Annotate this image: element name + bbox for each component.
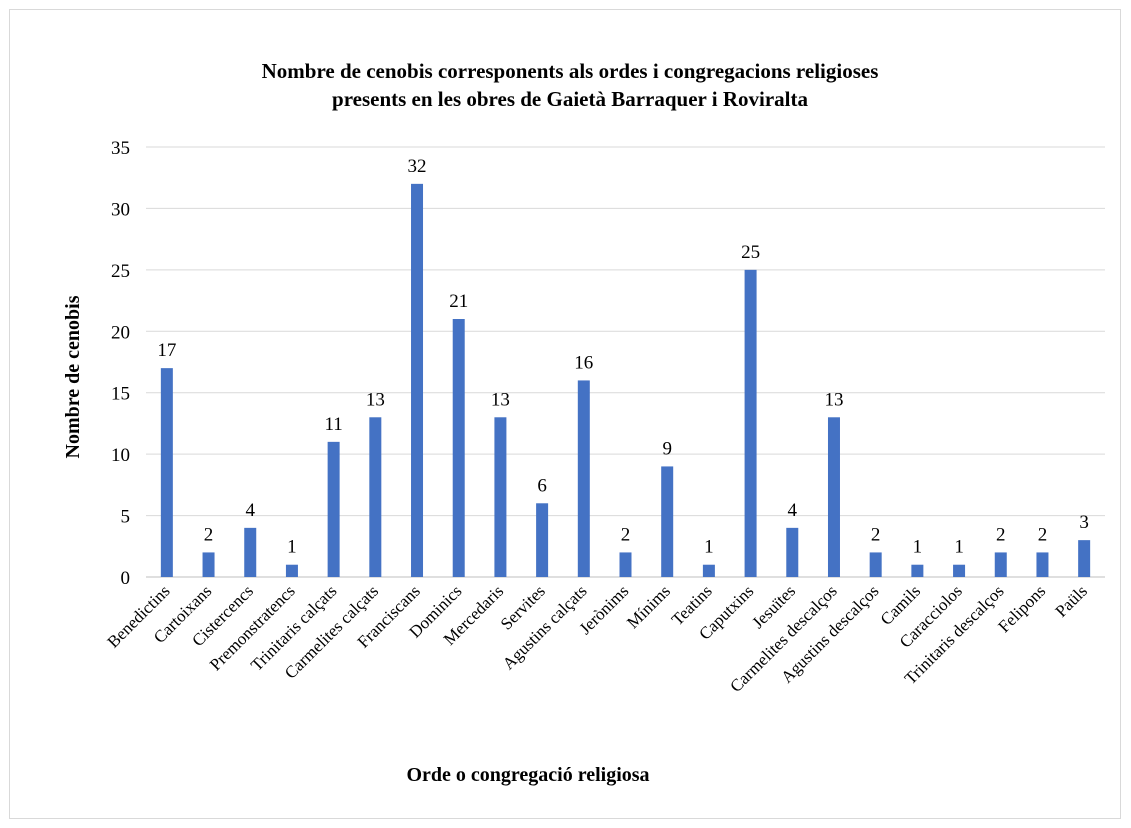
y-tick-label: 35 — [111, 138, 130, 159]
data-label: 13 — [366, 389, 385, 410]
data-label: 21 — [449, 291, 468, 312]
data-label: 2 — [871, 524, 881, 545]
y-tick-label: 20 — [111, 322, 130, 343]
chart-frame: Nombre de cenobis corresponents als orde… — [9, 9, 1121, 819]
data-label: 2 — [996, 524, 1006, 545]
bar-chart: Nombre de cenobis corresponents als orde… — [62, 59, 1105, 786]
y-tick-label: 5 — [121, 507, 131, 528]
data-label: 2 — [204, 524, 214, 545]
bar — [452, 319, 465, 577]
data-label: 9 — [662, 438, 672, 459]
y-axis-title: Nombre de cenobis — [62, 295, 84, 458]
x-tick-label: Mínims — [623, 581, 674, 632]
data-label: 1 — [704, 537, 714, 558]
data-label: 4 — [245, 500, 255, 521]
data-label: 25 — [741, 242, 760, 263]
data-label: 16 — [574, 352, 593, 373]
bar — [285, 564, 298, 577]
data-label: 1 — [287, 537, 297, 558]
bar — [827, 417, 840, 577]
bar — [744, 269, 757, 577]
data-label: 4 — [788, 500, 798, 521]
x-tick-label: Felipons — [994, 581, 1049, 636]
chart-title: Nombre de cenobis corresponents als orde… — [262, 59, 879, 111]
y-axis-ticks: 0 5 10 15 20 25 30 35 — [111, 138, 130, 589]
bar — [1036, 552, 1049, 577]
bar — [577, 380, 590, 577]
bar — [536, 503, 549, 577]
bar — [369, 417, 382, 577]
bar — [869, 552, 882, 577]
chart-title-line-2: presents en les obres de Gaietà Barraque… — [332, 87, 808, 111]
data-label: 3 — [1079, 512, 1089, 533]
data-label: 1 — [954, 537, 964, 558]
x-axis-title: Orde o congregació religiosa — [406, 764, 649, 786]
data-label: 13 — [824, 389, 843, 410]
y-tick-label: 25 — [111, 261, 130, 282]
gridlines — [146, 146, 1105, 578]
bar — [1078, 540, 1091, 577]
data-label: 32 — [408, 156, 427, 177]
bar — [494, 417, 507, 577]
bar — [702, 564, 715, 577]
x-axis-categories: BenedictinsCartoixansCistercencsPremonst… — [103, 581, 1090, 696]
data-label: 17 — [157, 340, 176, 361]
data-label: 11 — [324, 414, 342, 435]
bar — [160, 368, 173, 577]
bar — [202, 552, 215, 577]
data-label: 1 — [913, 537, 923, 558]
x-tick-label: Paüls — [1051, 581, 1090, 620]
chart-title-line-1: Nombre de cenobis corresponents als orde… — [262, 59, 879, 83]
bar — [661, 466, 674, 577]
data-label: 6 — [537, 475, 547, 496]
bar — [786, 527, 799, 577]
y-tick-label: 10 — [111, 445, 130, 466]
bar — [994, 552, 1007, 577]
bar — [911, 564, 924, 577]
bar — [411, 183, 424, 577]
bar — [619, 552, 632, 577]
bar — [244, 527, 257, 577]
y-tick-label: 30 — [111, 199, 130, 220]
bar — [327, 441, 340, 577]
y-tick-label: 15 — [111, 384, 130, 405]
data-label: 2 — [1038, 524, 1048, 545]
y-tick-label: 0 — [121, 568, 131, 589]
bar — [953, 564, 966, 577]
bars — [160, 183, 1091, 577]
data-label: 13 — [491, 389, 510, 410]
data-label: 2 — [621, 524, 631, 545]
